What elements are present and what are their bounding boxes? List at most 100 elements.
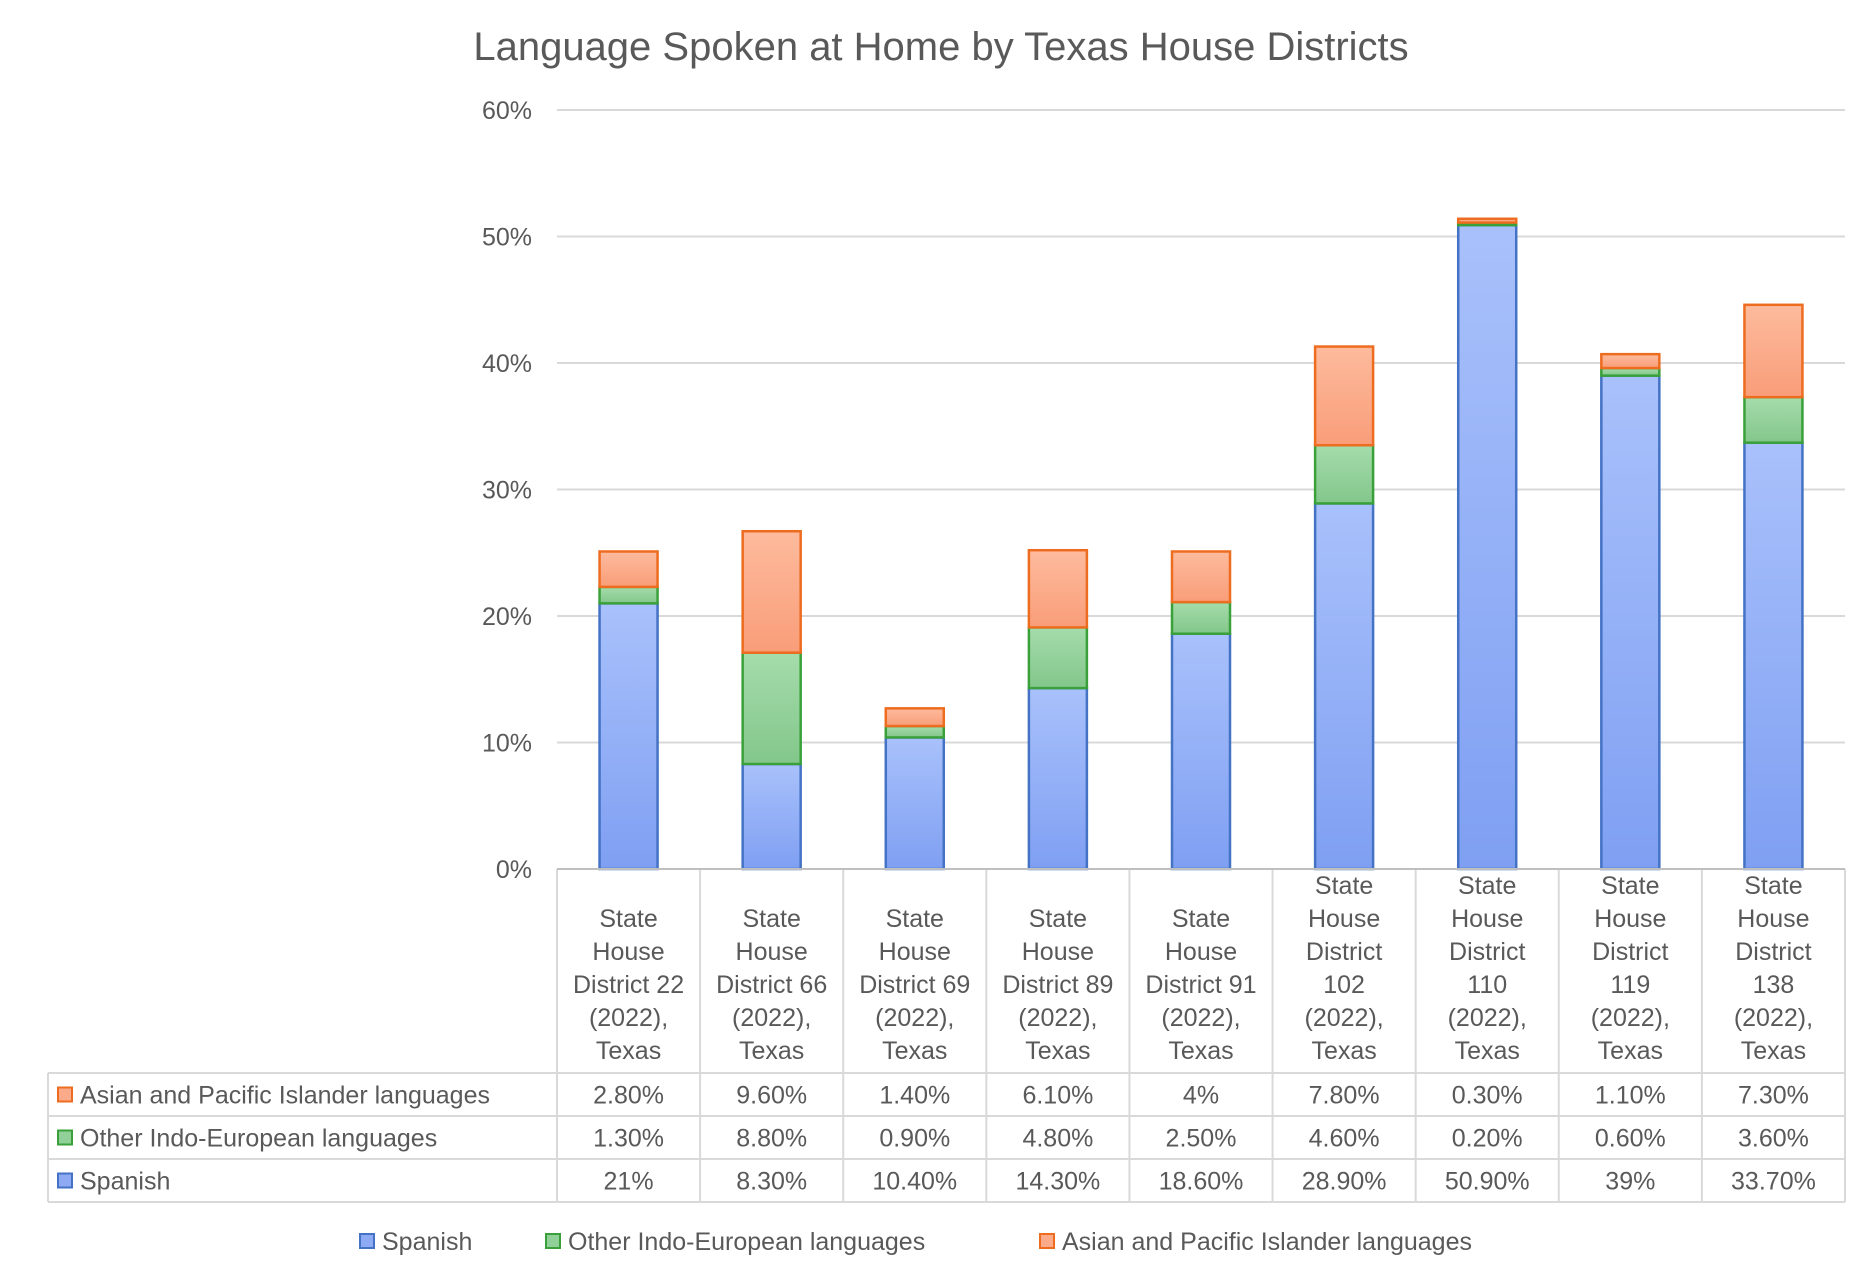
data-table-cell: 1.10% [1595,1082,1666,1110]
data-table-cell: 1.40% [879,1082,950,1110]
x-category-label: House [1022,938,1094,966]
data-table-cell: 28.90% [1302,1168,1387,1196]
x-category-label: Texas [882,1037,947,1065]
x-category-label: (2022), [1018,1004,1097,1032]
x-category-label: 119 [1610,971,1650,999]
y-tick-label: 30% [482,477,532,505]
x-category-label: (2022), [1448,1004,1527,1032]
x-category-label: District [1735,938,1811,966]
data-table-cell: 4.60% [1309,1125,1380,1153]
bar-segment-asian-and-pacific-islander-languages-5 [1170,550,1232,604]
data-table-cell: 7.80% [1309,1082,1380,1110]
data-table-cell: 2.50% [1166,1125,1237,1153]
x-category-label: 110 [1467,971,1507,999]
legend-swatch [545,1233,561,1249]
x-category-label: House [1308,905,1380,933]
bar-segment-asian-and-pacific-islander-languages-2 [741,529,802,654]
data-table-cell: 3.60% [1738,1125,1809,1153]
x-category-label: Texas [1168,1037,1233,1065]
data-table-cell: 0.20% [1452,1125,1523,1153]
legend-entry: Asian and Pacific Islander languages [1062,1228,1472,1256]
bar-segment-spanish-2 [741,762,802,871]
y-tick-label: 40% [482,350,532,378]
x-category-label: (2022), [1161,1004,1240,1032]
bar-segment-asian-and-pacific-islander-languages-3 [884,707,946,728]
legend-swatch [359,1233,375,1249]
x-category-label: State [599,905,657,933]
data-table-cell: 2.80% [593,1082,664,1110]
bar-segment-other-indo-european-languages-1 [598,585,659,605]
x-category-label: Texas [1598,1037,1663,1065]
legend-swatch [1039,1233,1055,1249]
x-category-label: (2022), [1305,1004,1384,1032]
legend-key-swatch [57,1172,73,1189]
x-category-label: State [1744,872,1802,900]
x-category-label: (2022), [732,1004,811,1032]
data-table-cell: 33.70% [1731,1168,1816,1196]
x-category-label: (2022), [1591,1004,1670,1032]
x-category-label: (2022), [589,1004,668,1032]
x-category-label: Texas [1455,1037,1520,1065]
x-category-label: State [1458,872,1516,900]
x-category-label: Texas [1741,1037,1806,1065]
chart-title: Language Spoken at Home by Texas House D… [473,25,1408,69]
data-table-cell: 9.60% [736,1082,807,1110]
y-tick-label: 0% [496,856,532,884]
data-table-cell: 18.60% [1159,1168,1244,1196]
x-category-label: District 66 [716,971,827,999]
x-category-label: District [1592,938,1668,966]
bar-segment-other-indo-european-languages-3 [884,724,946,739]
data-table-cell: 14.30% [1015,1168,1100,1196]
bar-segment-other-indo-european-languages-5 [1170,600,1232,635]
x-category-label: State [1172,905,1230,933]
data-table-cell: 8.30% [736,1168,807,1196]
bar-segment-asian-and-pacific-islander-languages-8 [1600,352,1661,370]
data-table-cell: 8.80% [736,1125,807,1153]
bar-segment-other-indo-european-languages-9 [1743,395,1804,444]
bar-segment-spanish-3 [884,736,946,871]
y-tick-label: 10% [482,730,532,758]
bar-segment-other-indo-european-languages-4 [1027,626,1089,690]
x-category-label: State [1601,872,1659,900]
x-category-label: State [886,905,944,933]
x-category-label: 102 [1323,971,1365,999]
x-category-label: (2022), [875,1004,954,1032]
legend-entry: Spanish [382,1228,472,1256]
x-category-label: House [736,938,808,966]
legend-entry: Other Indo-European languages [568,1228,925,1256]
x-category-label: District 89 [1002,971,1113,999]
data-table-cell: 4% [1183,1082,1219,1110]
x-category-label: House [1165,938,1237,966]
table-row-header: Asian and Pacific Islander languages [80,1082,490,1110]
bar-segment-other-indo-european-languages-2 [741,651,802,766]
data-table-cell: 6.10% [1022,1082,1093,1110]
x-category-label: House [1451,905,1523,933]
bar-segment-spanish-9 [1743,441,1804,871]
data-table-cell: 0.90% [879,1125,950,1153]
data-table-cell: 0.30% [1452,1082,1523,1110]
bar-segment-spanish-6 [1313,502,1375,871]
bar-segment-spanish-5 [1170,632,1232,871]
x-category-label: House [592,938,664,966]
legend-key-swatch [57,1129,73,1146]
x-category-label: Texas [1311,1037,1376,1065]
bar-segment-asian-and-pacific-islander-languages-1 [598,550,659,589]
bar-segment-asian-and-pacific-islander-languages-9 [1743,303,1804,399]
legend-key-swatch [57,1086,73,1103]
data-table-cell: 7.30% [1738,1082,1809,1110]
x-category-label: District 91 [1145,971,1256,999]
x-category-label: District 22 [573,971,684,999]
data-table-cell: 4.80% [1022,1125,1093,1153]
data-table-cell: 39% [1605,1168,1655,1196]
data-table-cell: 50.90% [1445,1168,1530,1196]
x-category-label: District 69 [859,971,970,999]
x-category-label: (2022), [1734,1004,1813,1032]
bar-segment-asian-and-pacific-islander-languages-4 [1027,548,1089,629]
x-category-label: State [1315,872,1373,900]
y-tick-label: 60% [482,97,532,125]
x-category-label: State [1029,905,1087,933]
table-row-header: Spanish [80,1168,170,1196]
bar-segment-spanish-1 [598,602,659,871]
x-category-label: House [879,938,951,966]
data-table-cell: 0.60% [1595,1125,1666,1153]
